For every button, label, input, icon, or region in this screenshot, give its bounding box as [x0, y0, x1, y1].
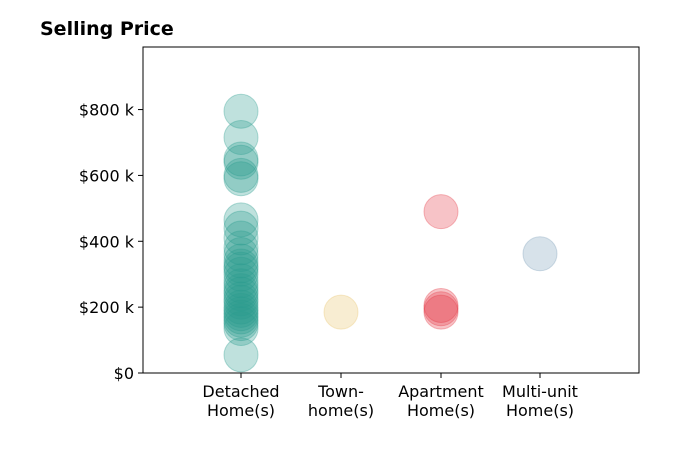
data-point — [223, 248, 259, 284]
data-point — [223, 243, 259, 279]
data-point — [522, 236, 558, 272]
data-points — [223, 93, 558, 373]
y-tick-label: $600 k — [79, 166, 135, 185]
chart-title: Selling Price — [40, 18, 174, 40]
data-point — [223, 268, 259, 304]
data-point — [423, 294, 459, 330]
x-tick-label: Town-home(s) — [308, 382, 374, 420]
data-point — [223, 141, 259, 177]
data-point — [223, 236, 259, 272]
data-point — [223, 276, 259, 312]
x-tick-label: Multi-unit Home(s) — [502, 382, 578, 420]
data-point — [423, 291, 459, 327]
y-tick-label: $800 k — [79, 101, 135, 120]
data-point — [223, 263, 259, 299]
data-point — [223, 306, 259, 342]
data-point — [223, 144, 259, 180]
data-point — [223, 220, 259, 256]
data-point — [223, 202, 259, 238]
x-axis: Detached Home(s) Town-home(s) Apartment Home… — [202, 373, 578, 420]
data-point — [223, 302, 259, 338]
data-point — [223, 120, 259, 156]
data-point — [223, 337, 259, 373]
data-point — [223, 292, 259, 328]
y-tick-label: $0 — [114, 364, 134, 383]
y-axis: $0 $200 k $400 k $600 k $800 k — [79, 101, 143, 383]
data-point — [223, 157, 259, 193]
data-point — [223, 284, 259, 320]
data-point — [223, 289, 259, 325]
data-point — [223, 230, 259, 266]
data-point — [223, 273, 259, 309]
x-tick-label: Detached Home(s) — [202, 382, 279, 420]
x-tick-label: Apartment Home(s) — [398, 382, 484, 420]
data-point — [323, 294, 359, 330]
data-point — [223, 93, 259, 129]
data-point — [223, 256, 259, 292]
data-point — [423, 287, 459, 323]
y-tick-label: $400 k — [79, 232, 135, 251]
data-point — [223, 311, 259, 347]
data-point — [223, 299, 259, 335]
data-point — [223, 161, 259, 197]
data-point — [223, 296, 259, 332]
data-point — [223, 281, 259, 317]
data-point — [223, 210, 259, 246]
data-point — [423, 194, 459, 230]
y-tick-label: $200 k — [79, 298, 135, 317]
plot-area-frame — [142, 46, 640, 374]
data-point — [223, 251, 259, 287]
